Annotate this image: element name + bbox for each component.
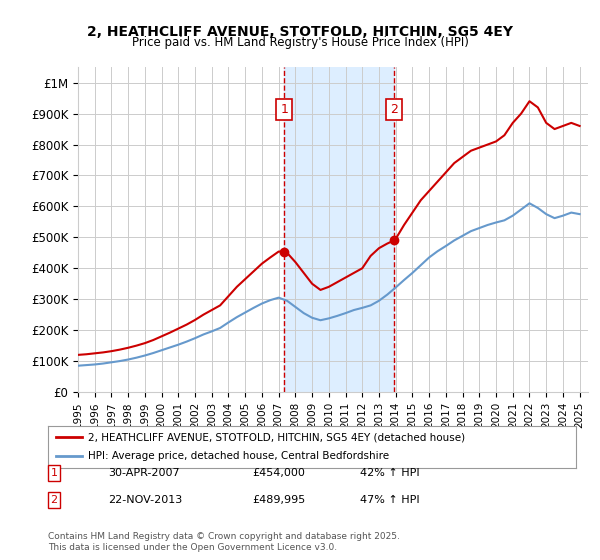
- Text: £454,000: £454,000: [252, 468, 305, 478]
- Text: 1: 1: [50, 468, 58, 478]
- Text: HPI: Average price, detached house, Central Bedfordshire: HPI: Average price, detached house, Cent…: [88, 451, 389, 461]
- Text: Price paid vs. HM Land Registry's House Price Index (HPI): Price paid vs. HM Land Registry's House …: [131, 36, 469, 49]
- Bar: [284, 67, 394, 392]
- Text: 42% ↑ HPI: 42% ↑ HPI: [360, 468, 419, 478]
- Text: 2, HEATHCLIFF AVENUE, STOTFOLD, HITCHIN, SG5 4EY (detached house): 2, HEATHCLIFF AVENUE, STOTFOLD, HITCHIN,…: [88, 432, 465, 442]
- Text: 22-NOV-2013: 22-NOV-2013: [108, 495, 182, 505]
- Text: 2: 2: [50, 495, 58, 505]
- Text: 1: 1: [280, 103, 288, 116]
- Text: 2: 2: [390, 103, 398, 116]
- Text: 30-APR-2007: 30-APR-2007: [108, 468, 179, 478]
- Text: Contains HM Land Registry data © Crown copyright and database right 2025.
This d: Contains HM Land Registry data © Crown c…: [48, 532, 400, 552]
- Text: 2, HEATHCLIFF AVENUE, STOTFOLD, HITCHIN, SG5 4EY: 2, HEATHCLIFF AVENUE, STOTFOLD, HITCHIN,…: [87, 25, 513, 39]
- Text: 47% ↑ HPI: 47% ↑ HPI: [360, 495, 419, 505]
- Text: £489,995: £489,995: [252, 495, 305, 505]
